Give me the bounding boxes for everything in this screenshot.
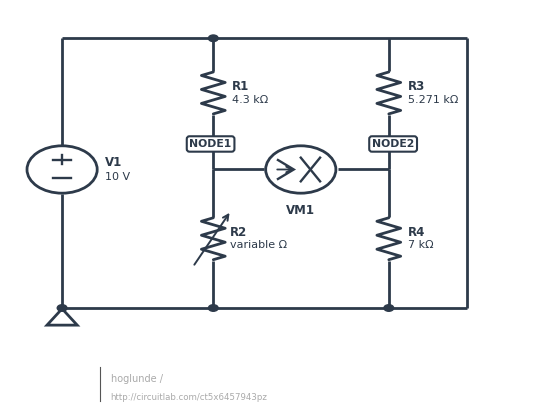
Text: 10 V: 10 V [105,172,131,182]
Text: V1: V1 [105,156,123,169]
Text: NODE2: NODE2 [372,139,414,149]
Text: 7 kΩ: 7 kΩ [408,240,433,250]
Text: http://circuitlab.com/ct5x6457943pz: http://circuitlab.com/ct5x6457943pz [111,393,268,402]
Text: —∼—▮ LAB: —∼—▮ LAB [12,391,63,401]
Text: R2: R2 [230,226,247,239]
Text: LAB 2 - Circuit 2: LAB 2 - Circuit 2 [182,374,271,384]
Text: 5.271 kΩ: 5.271 kΩ [408,94,458,104]
Circle shape [384,305,394,311]
Circle shape [208,305,218,311]
Text: R1: R1 [232,80,249,93]
Text: VM1: VM1 [286,204,315,217]
Text: 4.3 kΩ: 4.3 kΩ [232,94,268,104]
Text: R4: R4 [408,226,425,239]
Text: NODE1: NODE1 [190,139,232,149]
Circle shape [208,35,218,42]
Text: hoglunde /: hoglunde / [111,374,166,384]
Text: variable Ω: variable Ω [230,240,287,250]
Circle shape [57,305,67,311]
Text: R3: R3 [408,80,425,93]
Text: CIRCUIT: CIRCUIT [12,374,57,384]
